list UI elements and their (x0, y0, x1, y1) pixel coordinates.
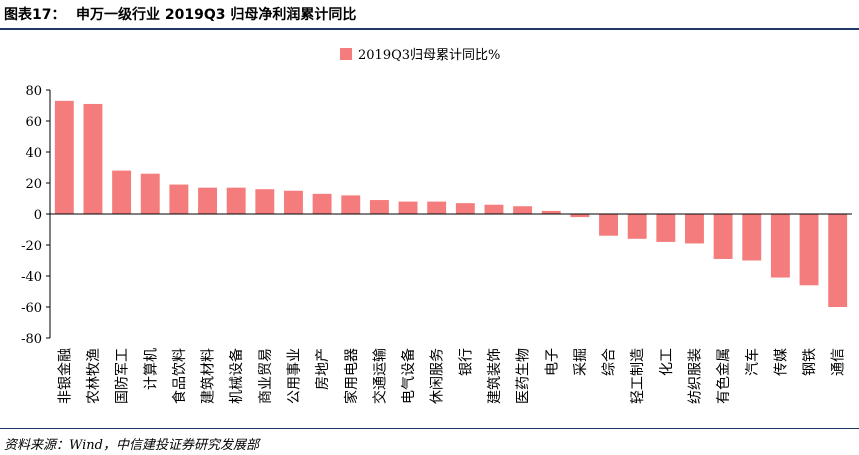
category-label: 化工 (659, 348, 675, 376)
bar (198, 187, 217, 214)
bar (770, 214, 790, 278)
y-tick-label: -80 (21, 332, 42, 347)
category-label: 电子 (544, 348, 560, 376)
bar (484, 204, 504, 214)
y-tick-label: 60 (25, 115, 42, 130)
bar (226, 187, 246, 214)
bar (169, 184, 189, 214)
category-label: 综合 (602, 348, 618, 376)
category-label: 医药生物 (516, 348, 532, 404)
category-label: 纺织服装 (687, 348, 703, 404)
bar (570, 214, 590, 218)
chart-title: 申万一级行业 2019Q3 归母净利润累计同比 (76, 7, 357, 23)
figure-label: 图表17： (4, 7, 66, 23)
bar (541, 210, 561, 214)
bar (627, 214, 647, 239)
category-label: 通信 (831, 348, 847, 376)
category-label: 交通运输 (371, 348, 388, 404)
bar (599, 214, 618, 236)
category-label: 电气设备 (400, 348, 417, 404)
bar (312, 193, 332, 214)
category-label: 钢铁 (802, 348, 818, 376)
y-tick-label: 40 (25, 146, 42, 161)
bar (742, 214, 762, 261)
bar (398, 201, 418, 214)
bar (513, 206, 533, 214)
category-label: 食品饮料 (171, 348, 188, 404)
category-label: 房地产 (315, 348, 331, 390)
bar (713, 214, 733, 259)
category-label: 轻工制造 (630, 348, 646, 404)
y-axis: 80 60 40 20 0 -20 -40 -60 -80 (21, 84, 51, 347)
category-label: 公用事业 (286, 348, 302, 404)
bar (799, 214, 819, 286)
category-label: 农林牧渔 (86, 348, 102, 404)
y-tick-label: 0 (34, 208, 42, 223)
legend-swatch (340, 48, 352, 60)
bar-chart: 2019Q3归母累计同比% 80 60 40 20 0 -20 -40 -60 -80 非银金融… (21, 48, 852, 404)
category-label: 商业贸易 (258, 348, 274, 404)
category-label: 家用电器 (343, 348, 360, 404)
category-label: 有色金属 (715, 348, 732, 404)
y-tick-label: -60 (21, 301, 42, 316)
category-label: 汽车 (744, 348, 761, 376)
y-tick-label: -20 (21, 239, 42, 254)
bar (112, 170, 132, 214)
bar (685, 214, 704, 244)
bar (369, 200, 389, 214)
bar (284, 190, 303, 214)
y-tick-label: -40 (21, 270, 42, 285)
bars (54, 100, 848, 307)
category-label: 银行 (458, 348, 474, 376)
bar (54, 100, 74, 214)
footer-divider (0, 428, 859, 429)
category-label: 休闲服务 (430, 348, 446, 404)
title-bar: 图表17： 申万一级行业 2019Q3 归母净利润累计同比 (0, 0, 859, 30)
category-label: 计算机 (143, 348, 159, 390)
legend-label: 2019Q3归母累计同比% (358, 48, 500, 63)
y-tick-label: 20 (25, 177, 42, 192)
y-tick-label: 80 (25, 84, 42, 99)
bar (427, 201, 447, 214)
bar (255, 189, 275, 214)
category-label: 国防军工 (115, 348, 131, 404)
category-label: 建筑材料 (201, 348, 217, 404)
bar (341, 195, 361, 214)
legend: 2019Q3归母累计同比% (340, 48, 500, 63)
source-note: 资料来源：Wind，中信建投证券研究发展部 (4, 438, 259, 453)
category-label: 采掘 (573, 348, 589, 376)
bar (656, 214, 676, 242)
category-label: 建筑装饰 (487, 348, 503, 404)
x-axis: 非银金融 农林牧渔 国防军工 计算机 食品饮料 建筑材料 机械设备 商业贸易 公用事业 房地产 家用… (50, 213, 852, 404)
category-label: 非银金融 (57, 348, 73, 404)
bar (140, 173, 160, 214)
bar (83, 103, 103, 214)
category-label: 传媒 (773, 348, 789, 376)
bar (828, 214, 848, 307)
category-label: 机械设备 (228, 348, 245, 404)
bar (455, 203, 475, 214)
